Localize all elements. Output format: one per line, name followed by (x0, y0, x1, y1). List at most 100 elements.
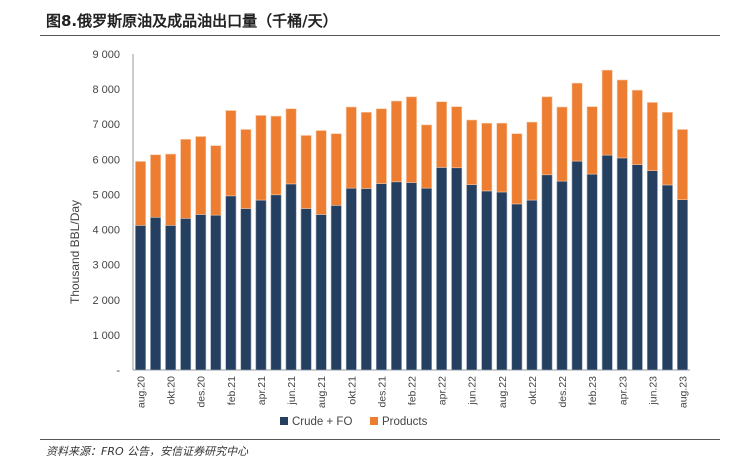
bar-products (451, 106, 463, 169)
y-tick-label: 4 000 (92, 225, 120, 237)
bar-products (406, 96, 417, 183)
bar-crude-fo (481, 190, 493, 371)
bar-products (586, 106, 598, 175)
x-tick-label: feb.23 (587, 376, 599, 405)
y-tick-label: 6 000 (92, 154, 120, 166)
bar-crude-fo (677, 199, 688, 371)
bar-crude-fo (421, 187, 432, 371)
bar-crude-fo (586, 173, 598, 371)
bar-products (616, 79, 628, 159)
bar-crude-fo (165, 225, 177, 371)
legend-swatch-products (370, 417, 378, 425)
bar-products (150, 154, 161, 218)
bar-crude-fo (556, 180, 568, 371)
x-tick-label: apr.21 (256, 376, 268, 405)
bar-crude-fo (391, 181, 402, 371)
x-tick-label: okt.22 (527, 376, 539, 405)
chart: - 1 000 2 000 3 000 4 000 5 000 6 000 7 000 8 00… (68, 49, 690, 428)
x-tick-label: des.21 (376, 376, 388, 408)
bar-crude-fo (601, 154, 613, 371)
bar-crude-fo (225, 195, 237, 371)
x-tick-label: aug.20 (136, 376, 148, 408)
bar-crude-fo (180, 218, 192, 371)
x-tick-label: okt.21 (346, 376, 358, 405)
bar-products (646, 102, 658, 171)
chart-title: 图8.俄罗斯原油及成品油出口量（千桶/天） (46, 12, 338, 30)
bar-crude-fo (135, 225, 146, 371)
bar-products (225, 110, 237, 197)
y-tick-label: 8 000 (92, 84, 120, 96)
bar-crude-fo (526, 199, 538, 371)
x-tick-label: jun.23 (647, 376, 659, 406)
bar-products (631, 89, 643, 165)
x-tick-label: jun.22 (467, 376, 479, 406)
bar-products (511, 133, 523, 205)
x-tick-label: apr.23 (617, 376, 629, 405)
bar-crude-fo (285, 183, 297, 371)
bar-crude-fo (330, 205, 342, 371)
y-axis-label: Thousand BBL/Day (68, 200, 82, 304)
x-tick-label: aug.23 (677, 376, 689, 408)
bar-crude-fo (541, 174, 553, 371)
bar-products (255, 115, 267, 201)
y-tick-label: 1 000 (92, 330, 120, 342)
title-rule (40, 35, 720, 36)
bar-products (270, 115, 282, 196)
source-rule (40, 439, 720, 440)
bar-products (195, 136, 207, 215)
bar-crude-fo (662, 184, 673, 371)
x-tick-label: aug.21 (316, 376, 328, 408)
x-tick-label: feb.21 (226, 376, 238, 405)
bar-products (360, 111, 372, 189)
bar-products (135, 161, 146, 226)
bar-crude-fo (195, 214, 207, 371)
y-tick-label: 3 000 (92, 260, 120, 272)
bar-crude-fo (406, 182, 417, 371)
bar-crude-fo (150, 216, 161, 371)
legend-label: Crude + FO (292, 416, 352, 428)
bar-products (481, 122, 493, 192)
bar-products (345, 106, 357, 189)
legend-swatch-crude-fo (280, 417, 288, 425)
bar-products (165, 153, 177, 226)
bar-crude-fo (496, 191, 508, 371)
bar-products (466, 119, 478, 185)
bar-crude-fo (210, 214, 222, 371)
y-tick-label: 5 000 (92, 189, 120, 201)
bar-products (421, 124, 432, 189)
bar-crude-fo (360, 188, 372, 371)
bar-products (391, 100, 402, 183)
bar-crude-fo (571, 160, 583, 371)
x-tick-label: okt.20 (166, 376, 178, 405)
x-tick-label: des.22 (557, 376, 569, 408)
y-tick-label: 2 000 (92, 295, 120, 307)
x-tick-label: jun.21 (286, 376, 298, 406)
bar-crude-fo (255, 199, 267, 371)
bar-crude-fo (511, 203, 523, 371)
bar-products (285, 108, 297, 185)
bar-products (375, 108, 387, 184)
bar-crude-fo (646, 170, 658, 371)
source-note: 资料来源：FRO 公告，安信证券研究中心 (46, 445, 249, 458)
bar-crude-fo (451, 167, 463, 371)
bar-crude-fo (436, 167, 448, 371)
bar-products (436, 101, 448, 168)
bar-products (662, 111, 673, 186)
bar-products (601, 69, 613, 156)
bar-products (240, 129, 252, 209)
bar-products (300, 135, 312, 209)
y-tick-label: 9 000 (92, 49, 120, 61)
bar-crude-fo (466, 184, 478, 371)
x-tick-label: apr.22 (437, 376, 449, 405)
bar-products (496, 122, 508, 193)
y-tick-label: - (116, 365, 120, 377)
legend-label: Products (382, 416, 428, 428)
bar-crude-fo (616, 157, 628, 371)
bar-crude-fo (315, 214, 327, 371)
bar-crude-fo (300, 208, 312, 371)
x-tick-label: des.20 (196, 376, 208, 408)
y-tick-label: 7 000 (92, 119, 120, 131)
bar-products (541, 96, 553, 176)
bar-crude-fo (631, 164, 643, 371)
bar-products (677, 129, 688, 201)
